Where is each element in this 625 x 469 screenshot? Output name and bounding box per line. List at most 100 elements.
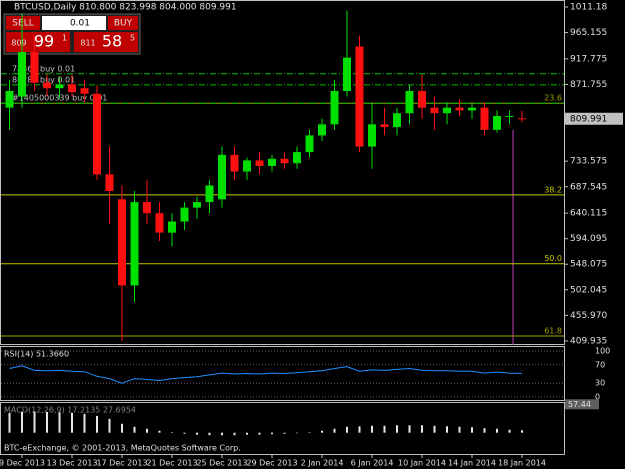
- candle-body: [205, 185, 214, 203]
- lot-field[interactable]: [42, 16, 106, 30]
- candle-body: [468, 107, 476, 111]
- rsi-tick-label: 100: [595, 347, 610, 356]
- y-tick-label: 917.775: [570, 54, 607, 64]
- lot-value[interactable]: 0.01: [70, 19, 90, 29]
- footer: BTC-eExchange, © 2001-2013, MetaQuotes S…: [4, 444, 241, 453]
- macd-tick-box: [565, 399, 599, 410]
- x-tick-label: 29 Dec 2013: [246, 459, 297, 468]
- candle-body: [380, 124, 389, 128]
- candle-body: [118, 199, 126, 286]
- y-tick-label: 502.045: [570, 285, 607, 295]
- candle-body: [268, 158, 276, 166]
- y-tick-label: 548.075: [570, 260, 607, 270]
- candle-body: [255, 160, 264, 166]
- macd-panel: [0, 402, 565, 455]
- candle-body: [5, 90, 14, 108]
- x-tick-label: 6 Jan 2014: [351, 459, 394, 468]
- candle-body: [480, 107, 489, 130]
- macd-title: MACD(12,26,9) 17.2135 27.6954: [4, 406, 136, 415]
- x-tick-label: 14 Jan 2014: [448, 459, 496, 468]
- bid-pips[interactable]: 99: [34, 32, 54, 51]
- rsi-tick-label: 0: [595, 393, 600, 402]
- candle-body: [105, 174, 114, 191]
- y-tick-label: 640.115: [570, 209, 607, 219]
- candle-body: [68, 84, 76, 93]
- candle-body: [280, 158, 289, 164]
- trade-panel: SELL 0.01 BUY 809 99 1 811 58 5: [3, 13, 141, 55]
- y-tick-label: 1011.18: [570, 3, 607, 13]
- candle-body: [230, 154, 239, 172]
- x-tick-label: 17 Dec 2013: [96, 459, 147, 468]
- ask-box[interactable]: [74, 32, 138, 52]
- sell-label[interactable]: SELL: [12, 19, 33, 29]
- candle-body: [193, 202, 201, 208]
- rsi-tick-label: 30: [595, 379, 605, 388]
- y-tick-label: 455.970: [570, 311, 607, 321]
- candle-body: [218, 154, 226, 200]
- bid-big[interactable]: 809: [11, 39, 26, 48]
- candle-body: [430, 107, 439, 114]
- ask-pips[interactable]: 58: [102, 32, 122, 51]
- rsi-title: RSI(14) 51.3660: [4, 350, 69, 359]
- candle-body: [293, 152, 301, 164]
- y-tick-label: 409.935: [570, 336, 607, 346]
- candle-body: [318, 124, 326, 136]
- candle-body: [443, 107, 451, 114]
- candle-body: [505, 115, 514, 117]
- order-label: 78368 buy 0.01: [12, 64, 75, 73]
- candle-body: [18, 52, 26, 97]
- candle-body: [130, 202, 139, 286]
- candle-body: [180, 207, 189, 222]
- candle-body: [143, 202, 151, 214]
- candle-body: [393, 113, 401, 128]
- x-tick-label: 25 Dec 2013: [196, 459, 247, 468]
- x-tick-label: 13 Dec 2013: [46, 459, 97, 468]
- candle-body: [155, 213, 164, 233]
- x-tick-label: 9 Dec 2013: [0, 459, 45, 468]
- y-tick-label: 733.575: [570, 157, 607, 167]
- sell-button[interactable]: [6, 16, 40, 30]
- bid-frac[interactable]: 1: [62, 34, 67, 43]
- candle-body: [343, 57, 351, 91]
- fib-label: 50.0: [544, 254, 562, 263]
- fib-label: 23.6: [544, 94, 562, 103]
- candle-body: [455, 107, 464, 111]
- candle-body: [43, 82, 51, 89]
- x-tick-label: 2 Jan 2014: [301, 459, 344, 468]
- candle-body: [405, 90, 414, 114]
- candle-body: [243, 160, 251, 172]
- candle-body: [418, 90, 426, 108]
- y-tick-label: 594.095: [570, 234, 607, 244]
- order-label: 80287 buy 0.01: [12, 75, 75, 84]
- rsi-panel: [0, 346, 565, 401]
- chart-title: BTCUSD,Daily 810.800 823.998 804.000 809…: [14, 3, 237, 13]
- macd-tick-label: 57.44: [568, 400, 591, 409]
- price-box: [565, 112, 623, 125]
- candle-body: [305, 135, 314, 153]
- x-tick-label: 10 Jan 2014: [398, 459, 446, 468]
- ask-big[interactable]: 811: [80, 39, 95, 48]
- candle-body: [493, 115, 501, 130]
- buy-button[interactable]: [108, 16, 138, 30]
- candle-body: [168, 221, 176, 233]
- x-tick-label: 21 Dec 2013: [146, 459, 197, 468]
- candle-body: [355, 46, 364, 147]
- buy-label[interactable]: BUY: [114, 19, 133, 29]
- candle-body: [368, 124, 376, 147]
- rsi-line: [9, 365, 523, 384]
- candle-body: [330, 90, 339, 125]
- x-tick-label: 18 Jan 2014: [498, 459, 546, 468]
- fib-label: 61.8: [544, 326, 562, 335]
- candle-body: [80, 88, 89, 94]
- candle-body: [93, 93, 101, 175]
- ask-frac[interactable]: 5: [130, 34, 135, 43]
- candle-body: [55, 84, 64, 89]
- y-tick-label: 965.155: [570, 28, 607, 38]
- main-panel: [0, 0, 565, 345]
- candle-body: [30, 52, 39, 83]
- candle-body: [518, 118, 526, 120]
- current-price: 809.991: [570, 114, 607, 124]
- y-tick-label: 687.545: [570, 182, 607, 192]
